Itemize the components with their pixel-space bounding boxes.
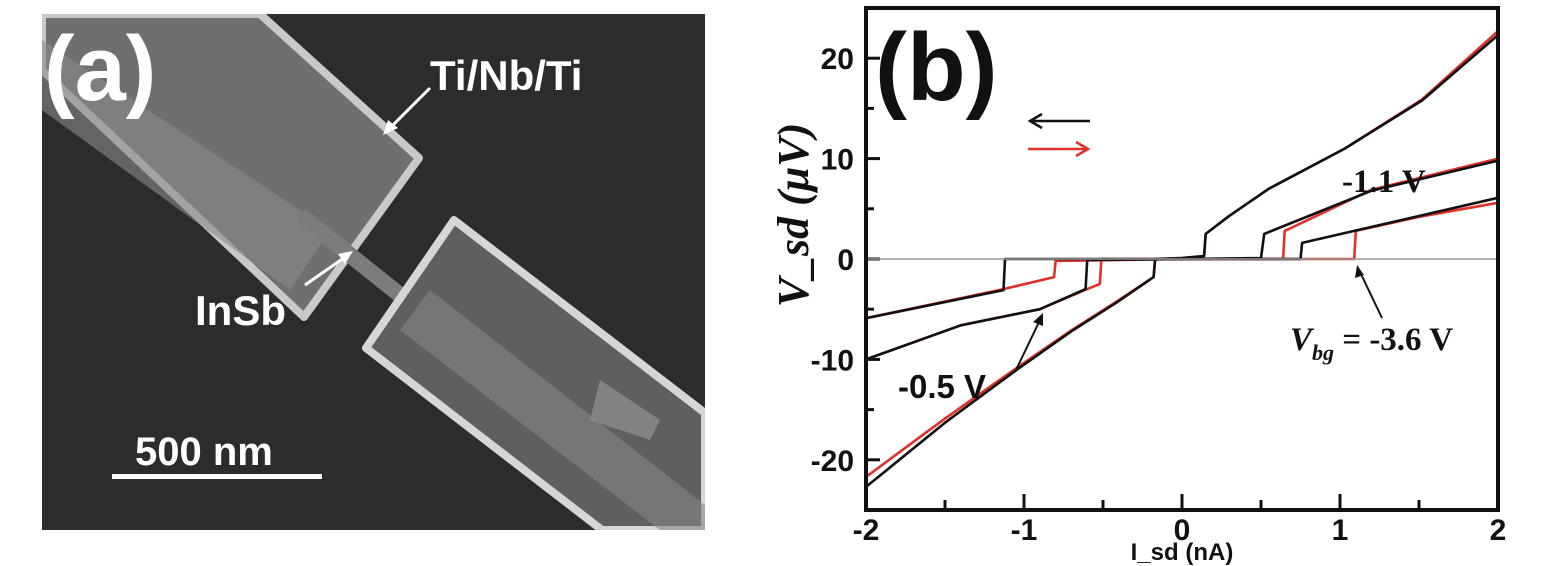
sweep-left-arrowhead — [1027, 112, 1043, 130]
x-tick-label: 0 — [1174, 514, 1191, 547]
annotation-gate-0-5: -0.5 V — [898, 368, 986, 405]
annotation-arrowhead-0-5 — [1033, 313, 1043, 326]
sweep-legend — [1027, 112, 1091, 158]
iv-curve-36-left — [865, 196, 1499, 320]
annotation-gate-3-6: Vbg = -3.6 V — [1290, 322, 1453, 365]
annotation-gate-1-1: -1.1 V — [1342, 164, 1426, 200]
nanowire-arrow — [304, 253, 349, 287]
panel-b-label: (b) — [875, 14, 998, 121]
electrode-label: Ti/Nb/Ti — [430, 52, 582, 99]
y-tick-label: -10 — [811, 344, 854, 377]
scale-bar — [112, 474, 322, 479]
x-tick-label: -1 — [1011, 514, 1038, 547]
y-tick-label: -20 — [811, 445, 854, 478]
electrode-arrow — [386, 86, 432, 132]
electrode-arrowhead — [383, 120, 398, 135]
nanowire-arrowhead — [338, 251, 353, 264]
y-tick-label: 10 — [821, 144, 854, 177]
panel-a-label: (a) — [44, 18, 156, 120]
x-tick-label: 2 — [1490, 514, 1507, 547]
annotation-arrow-0-5 — [1014, 319, 1041, 373]
sem-image-panel: (a) Ti/Nb/Ti InSb 500 nm — [42, 14, 705, 530]
y-axis-label: V_sd (μV) — [769, 123, 818, 308]
nanowire-label: InSb — [195, 287, 286, 334]
annotation-arrowhead-3-6 — [1355, 265, 1364, 278]
sweep-right-arrowhead — [1075, 140, 1091, 158]
x-axis-label: I_sd (nA) — [1131, 539, 1234, 566]
y-tick-label: 0 — [837, 244, 854, 277]
x-tick-label: 1 — [1332, 514, 1349, 547]
plot-frame — [864, 6, 1500, 512]
annotation-arrow-3-6 — [1359, 271, 1383, 319]
x-tick-label: -2 — [853, 514, 880, 547]
y-tick-label: 20 — [821, 43, 854, 76]
lower-electrode — [362, 216, 705, 530]
scale-bar-label: 500 nm — [135, 430, 273, 474]
